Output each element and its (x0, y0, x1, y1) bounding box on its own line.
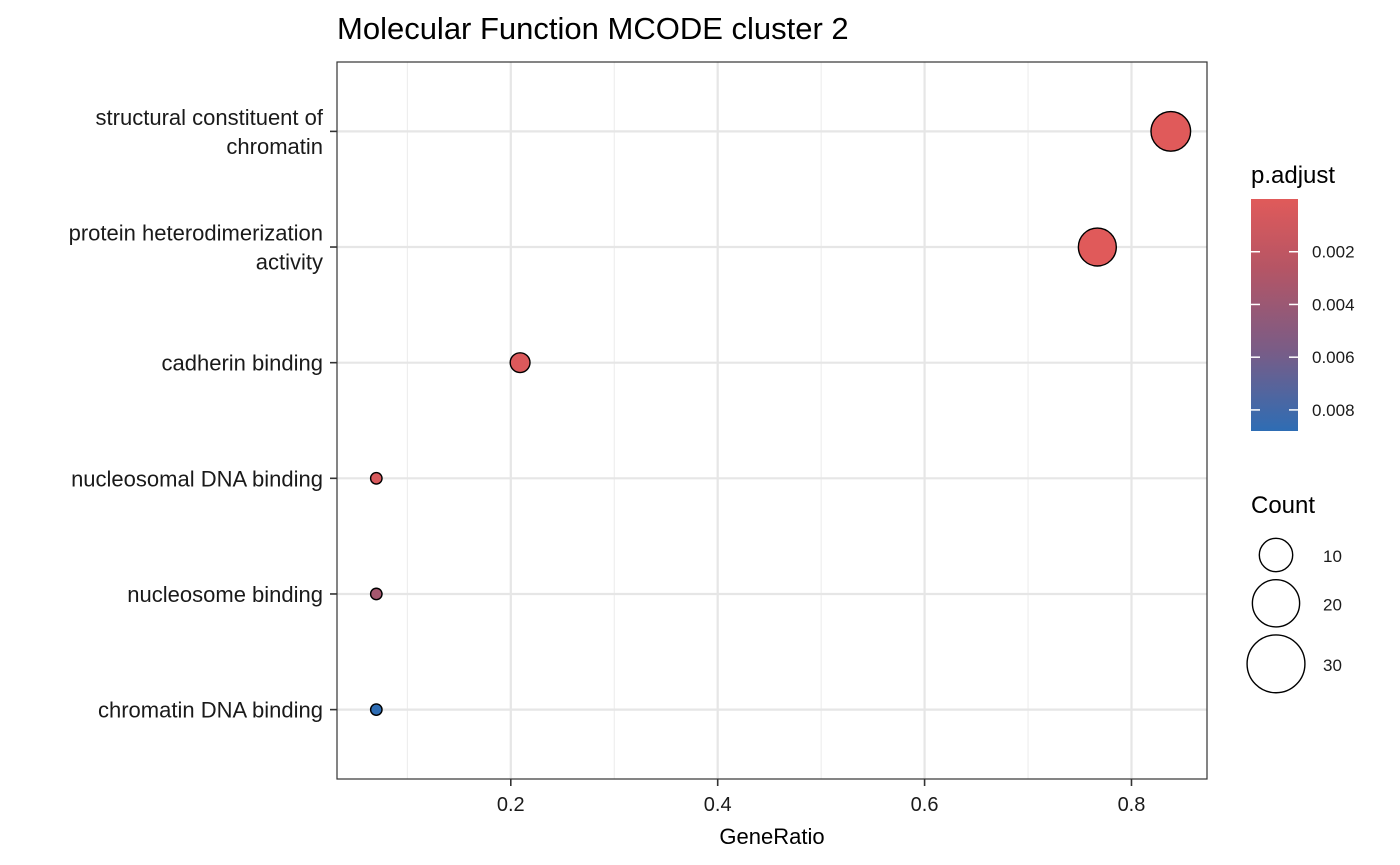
y-category-label: protein heterodimerization activity (69, 221, 323, 275)
x-tick-label: 0.6 (911, 794, 939, 816)
data-point (369, 471, 383, 485)
colorbar-ticks: 0.002 0.004 0.006 0.008 (1251, 243, 1355, 420)
p-adjust-colorbar (1251, 199, 1298, 431)
data-point (369, 587, 383, 601)
y-category-label: cadherin binding (162, 351, 323, 376)
y-category-label: chromatin DNA binding (98, 698, 323, 723)
size-legend-label: 20 (1323, 595, 1342, 614)
x-axis-title: GeneRatio (719, 824, 824, 849)
count-legend-title: Count (1251, 492, 1315, 519)
data-point (1077, 227, 1118, 267)
legend: p.adjust 0.002 0.004 0.006 0.008 Count 10 20… (1246, 162, 1355, 694)
x-tick-label: 0.8 (1118, 794, 1146, 816)
y-category-label: nucleosomal DNA binding (71, 466, 323, 491)
data-point (1150, 110, 1192, 152)
size-legend-circle (1246, 634, 1306, 694)
size-legend-label: 10 (1323, 547, 1342, 566)
colorbar-tick-label: 0.008 (1312, 401, 1355, 420)
data-point (369, 703, 383, 717)
size-legend-circle (1258, 537, 1294, 573)
x-tick-label: 0.4 (704, 794, 732, 816)
count-size-legend: 10 20 30 (1246, 537, 1342, 694)
plot-panel (337, 62, 1207, 779)
p-adjust-legend-title: p.adjust (1251, 162, 1335, 189)
chart-title: Molecular Function MCODE cluster 2 (337, 11, 849, 46)
size-legend-circle (1251, 578, 1301, 628)
y-category-label: structural constituent of chromatin (96, 105, 324, 159)
y-category-label: nucleosome binding (127, 582, 323, 607)
size-legend-label: 30 (1323, 656, 1342, 675)
panel-border (336, 61, 1208, 780)
colorbar-tick-label: 0.004 (1312, 295, 1355, 314)
colorbar-tick-label: 0.002 (1312, 243, 1355, 262)
x-tick-label: 0.2 (497, 794, 525, 816)
data-point (509, 352, 531, 374)
colorbar-tick-label: 0.006 (1312, 348, 1355, 367)
